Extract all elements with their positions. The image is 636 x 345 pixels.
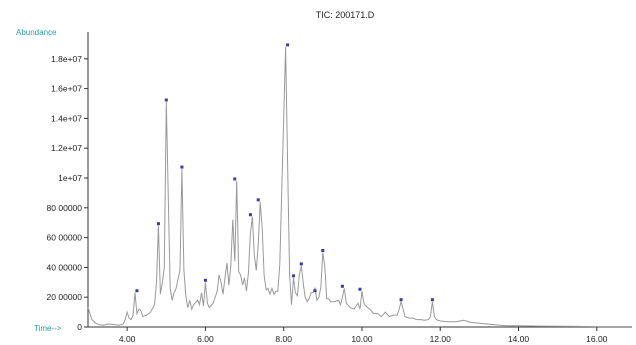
peak-markers — [135, 43, 434, 302]
peak-marker — [156, 222, 160, 226]
y-tick-label: 1.4e+07 — [51, 113, 82, 123]
peak-marker — [286, 43, 290, 47]
peak-marker — [299, 262, 303, 266]
x-tick-label: 10.00 — [351, 334, 373, 344]
peak-marker — [291, 274, 295, 278]
x-tick-label: 8.00 — [275, 334, 292, 344]
peak-marker — [321, 249, 325, 253]
x-axis-label: Time--> — [34, 324, 62, 333]
peak-marker — [233, 177, 237, 181]
series-layer — [87, 46, 632, 328]
x-tick-label: 6.00 — [197, 334, 214, 344]
x-tick-label: 12.00 — [430, 334, 452, 344]
y-tick-label: 0 — [77, 322, 82, 332]
y-tick-label: 80 00000 — [47, 203, 83, 213]
peak-marker — [313, 289, 317, 293]
y-tick-label: 40 00000 — [47, 262, 83, 272]
peak-marker — [358, 287, 362, 291]
x-tick-label: 4.00 — [119, 334, 136, 344]
y-tick-label: 1.6e+07 — [51, 84, 82, 94]
peak-marker — [180, 165, 184, 169]
y-tick-label: 1e+07 — [58, 173, 82, 183]
tic-series-line — [87, 46, 632, 328]
chart-title: TIC: 200171.D — [316, 10, 375, 20]
peak-marker — [256, 198, 260, 202]
y-tick-label: 1.2e+07 — [51, 143, 82, 153]
peak-marker — [399, 298, 403, 302]
y-axis-label: Abundance — [16, 28, 57, 37]
peak-marker — [135, 289, 139, 293]
peak-marker — [164, 98, 168, 102]
x-tick-label: 14.00 — [508, 334, 530, 344]
peak-marker — [430, 298, 434, 302]
peak-marker — [203, 278, 207, 282]
y-tick-label: 20 00000 — [47, 292, 83, 302]
peak-marker — [340, 284, 344, 288]
axes — [87, 32, 632, 328]
y-tick-label: 60 00000 — [47, 233, 83, 243]
x-tick-label: 16.00 — [586, 334, 608, 344]
tick-labels: 4.00 6.00 8.00 10.00 12.00 14.00 16.00 0 20 0000… — [47, 54, 608, 344]
peak-marker — [248, 213, 252, 217]
y-tick-label: 1.8e+07 — [51, 54, 82, 64]
